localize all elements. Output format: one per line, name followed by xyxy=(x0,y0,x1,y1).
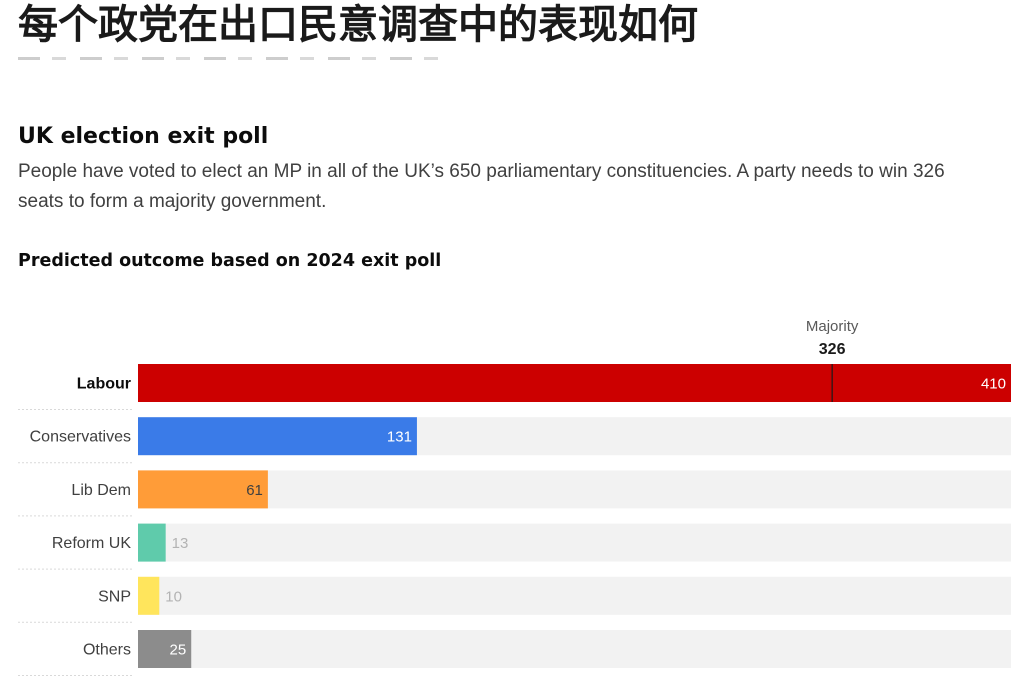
category-label-conservatives: Conservatives xyxy=(30,429,131,446)
bar-track-reform-uk xyxy=(138,523,1011,562)
bar-snp xyxy=(138,576,160,615)
value-label-reform-uk: 13 xyxy=(172,535,189,552)
page-headline: 每个政党在出口民意调查中的表现如何 xyxy=(18,2,698,48)
chart-title: UK election exit poll xyxy=(18,124,269,149)
bar-track-snp xyxy=(138,576,1011,615)
bar-others xyxy=(138,630,192,668)
value-label-snp: 10 xyxy=(165,588,182,605)
majority-value: 326 xyxy=(819,341,846,358)
bar-reform-uk xyxy=(138,523,166,562)
cropped-text-line xyxy=(18,54,438,62)
chart-description: People have voted to elect an MP in all … xyxy=(18,161,945,212)
category-label-reform-uk: Reform UK xyxy=(52,535,131,552)
majority-label: Majority xyxy=(806,318,859,335)
bar-conservatives xyxy=(138,417,417,456)
category-label-lib-dem: Lib Dem xyxy=(71,482,131,499)
bar-chart: Labour 410 Conservatives 131 Lib Dem 61 Reform… xyxy=(0,300,1011,684)
bar-labour xyxy=(138,364,1011,402)
value-label-conservatives: 131 xyxy=(387,429,412,446)
value-label-others: 25 xyxy=(170,642,187,659)
value-label-labour: 410 xyxy=(981,376,1006,393)
category-label-others: Others xyxy=(83,642,131,659)
bar-track-lib-dem xyxy=(138,470,1011,509)
value-label-lib-dem: 61 xyxy=(246,482,263,499)
category-label-snp: SNP xyxy=(98,588,131,605)
bar-chart-svg: Labour 410 Conservatives 131 Lib Dem 61 Reform… xyxy=(18,318,1011,676)
bar-lib-dem xyxy=(138,470,268,509)
category-label-labour: Labour xyxy=(77,376,131,393)
bar-track-others xyxy=(138,630,1011,668)
chart-subtitle: Predicted outcome based on 2024 exit pol… xyxy=(18,251,442,271)
